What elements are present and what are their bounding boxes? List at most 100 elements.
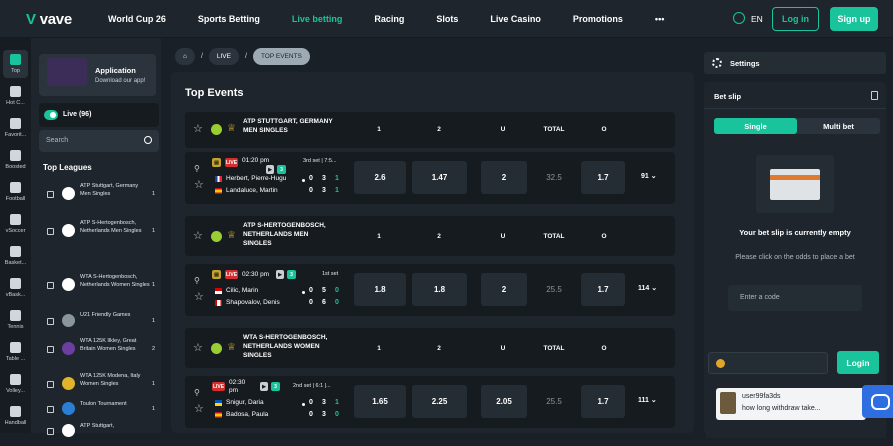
nav-sports-betting[interactable]: Sports Betting	[197, 14, 260, 24]
settings-button[interactable]: Settings	[704, 52, 886, 74]
nav-live-betting[interactable]: Live betting	[291, 14, 343, 24]
nav-live-casino[interactable]: Live Casino	[490, 14, 541, 24]
chat-login-button[interactable]: Login	[837, 351, 879, 374]
search-input[interactable]: Search	[39, 130, 159, 152]
score: 0	[335, 411, 339, 418]
pin-icon[interactable]: ⚲	[194, 276, 200, 285]
rail-item-basketball[interactable]: Basket...	[0, 246, 31, 266]
league-item[interactable]: ATP Stuttgart, Germany Men Singles 1	[47, 181, 159, 209]
checkbox[interactable]	[47, 191, 54, 198]
stream-icon[interactable]: ▶	[266, 165, 274, 174]
more-markets[interactable]: 111 ⌄	[638, 397, 657, 404]
stats-icon[interactable]: ▤	[212, 158, 221, 167]
checkbox[interactable]	[47, 428, 54, 435]
handball-icon	[10, 406, 21, 417]
top-events-panel: Top Events ☆ ♕ ATP STUTTGART, GERMANY ME…	[171, 72, 694, 433]
rail-item-boosted[interactable]: Boosted	[0, 150, 31, 170]
event-row[interactable]: ⚲ ☆ LIVE 02:30 pm ▶ 3 2nd set | 6:1 |...…	[185, 376, 675, 428]
promo-code-input[interactable]: Enter a code	[728, 285, 862, 311]
player-1: Snigur, Daria	[226, 399, 264, 406]
stats-icon[interactable]: ▤	[212, 270, 221, 279]
chat-icon[interactable]	[862, 385, 893, 418]
rail-item-vsoccer[interactable]: vSoccer	[0, 214, 31, 234]
checkbox[interactable]	[47, 228, 54, 235]
chat-message[interactable]: user99fa3ds how long withdraw take...	[716, 388, 866, 420]
odd-u[interactable]: 2	[481, 161, 527, 194]
checkbox[interactable]	[47, 346, 54, 353]
tab-multi-bet[interactable]: Multi bet	[823, 121, 854, 131]
odd-2[interactable]: 1.47	[412, 161, 467, 194]
signup-button[interactable]: Sign up	[830, 7, 878, 31]
tab-single[interactable]: Single	[714, 118, 797, 134]
rail-item-table-tennis[interactable]: Table ...	[0, 342, 31, 362]
event-group-header: ☆ ♕ WTA S-HERTOGENBOSCH, NETHERLANDS WOM…	[185, 328, 675, 368]
checkbox[interactable]	[47, 381, 54, 388]
breadcrumb-live[interactable]: LIVE	[208, 47, 239, 65]
more-markets[interactable]: 114 ⌄	[638, 285, 658, 292]
wta-logo-icon	[62, 278, 75, 291]
stream-icon[interactable]: ▶	[276, 270, 284, 279]
rail-item-football[interactable]: Football	[0, 182, 31, 202]
chat-input[interactable]	[708, 352, 828, 374]
rail-item-top[interactable]: Top	[3, 50, 28, 78]
league-name: WTA 125K Modena, Italy Women Singles	[80, 373, 141, 387]
star-icon[interactable]: ☆	[193, 342, 203, 354]
league-item[interactable]: Toulon Tournament 1	[47, 396, 159, 424]
player-2: Landaluce, Martin	[226, 187, 278, 194]
star-icon[interactable]: ☆	[193, 123, 203, 135]
star-icon[interactable]: ☆	[194, 403, 204, 415]
nav-slots[interactable]: Slots	[436, 14, 459, 24]
league-item[interactable]: WTA S-Hertogenbosch, Netherlands Women S…	[47, 272, 159, 300]
home-icon[interactable]: ⌂	[175, 47, 195, 65]
odd-u[interactable]: 2.05	[481, 385, 527, 418]
event-row[interactable]: ⚲ ☆ ▤ LIVE 02:30 pm ▶ 3 1st set Cilic, M…	[185, 264, 675, 316]
score: 3	[322, 411, 326, 418]
rail-item-vbasketball[interactable]: vBask...	[0, 278, 31, 298]
language-selector[interactable]: EN	[751, 14, 763, 24]
odd-o[interactable]: 1.7	[581, 385, 625, 418]
star-icon[interactable]: ☆	[194, 291, 204, 303]
rail-item-favorites[interactable]: Favorit...	[0, 118, 31, 138]
football-logo-icon	[62, 314, 75, 327]
odd-1[interactable]: 2.6	[354, 161, 406, 194]
odd-o[interactable]: 1.7	[581, 273, 625, 306]
serve-dot	[302, 403, 305, 406]
login-button[interactable]: Log in	[772, 7, 819, 31]
star-icon[interactable]: ☆	[194, 179, 204, 191]
odd-u[interactable]: 2	[481, 273, 527, 306]
odd-o[interactable]: 1.7	[581, 161, 625, 194]
odd-1[interactable]: 1.65	[354, 385, 406, 418]
nav-promotions[interactable]: Promotions	[572, 14, 623, 24]
rail-item-handball[interactable]: Handball	[0, 406, 31, 426]
league-item[interactable]: U21 Friendly Games 1	[47, 308, 159, 336]
live-toggle[interactable]	[44, 110, 58, 120]
star-icon[interactable]: ☆	[193, 230, 203, 242]
event-row[interactable]: ⚲ ☆ ▤ LIVE 01:20 pm ▶ 3 3rd set | 7:5...…	[185, 152, 675, 204]
app-download-card[interactable]: Application Download our app!	[39, 54, 156, 96]
search-icon[interactable]	[144, 136, 152, 144]
stream-icon[interactable]: ▶	[260, 382, 268, 391]
league-item[interactable]: WTA 125K Ilkley, Great Britain Women Sin…	[47, 336, 159, 364]
checkbox[interactable]	[47, 406, 54, 413]
checkbox[interactable]	[47, 318, 54, 325]
more-markets[interactable]: 91 ⌄	[641, 173, 657, 180]
rail-item-volleyball[interactable]: Volley...	[0, 374, 31, 394]
odd-2[interactable]: 1.8	[412, 273, 467, 306]
odd-2[interactable]: 2.25	[412, 385, 467, 418]
pin-icon[interactable]: ⚲	[194, 388, 200, 397]
nav-racing[interactable]: Racing	[374, 14, 405, 24]
checkbox[interactable]	[47, 282, 54, 289]
league-item[interactable]: ATP Stuttgart,	[47, 418, 159, 446]
globe-icon[interactable]	[733, 12, 745, 24]
odd-1[interactable]: 1.8	[354, 273, 406, 306]
pin-icon[interactable]: ⚲	[194, 164, 200, 173]
trash-icon[interactable]	[871, 91, 878, 100]
event-group-header: ☆ ♕ ATP STUTTGART, GERMANY MEN SINGLES 1…	[185, 112, 675, 148]
rail-item-tennis[interactable]: Tennis	[0, 310, 31, 330]
rail-item-hot[interactable]: Hot C...	[0, 86, 31, 106]
league-item[interactable]: WTA 125K Modena, Italy Women Singles 1	[47, 371, 159, 399]
nav-world-cup[interactable]: World Cup 26	[108, 14, 166, 24]
league-item[interactable]: ATP S-Hertogenbosch, Netherlands Men Sin…	[47, 218, 159, 246]
nav-more[interactable]: •••	[654, 14, 665, 24]
